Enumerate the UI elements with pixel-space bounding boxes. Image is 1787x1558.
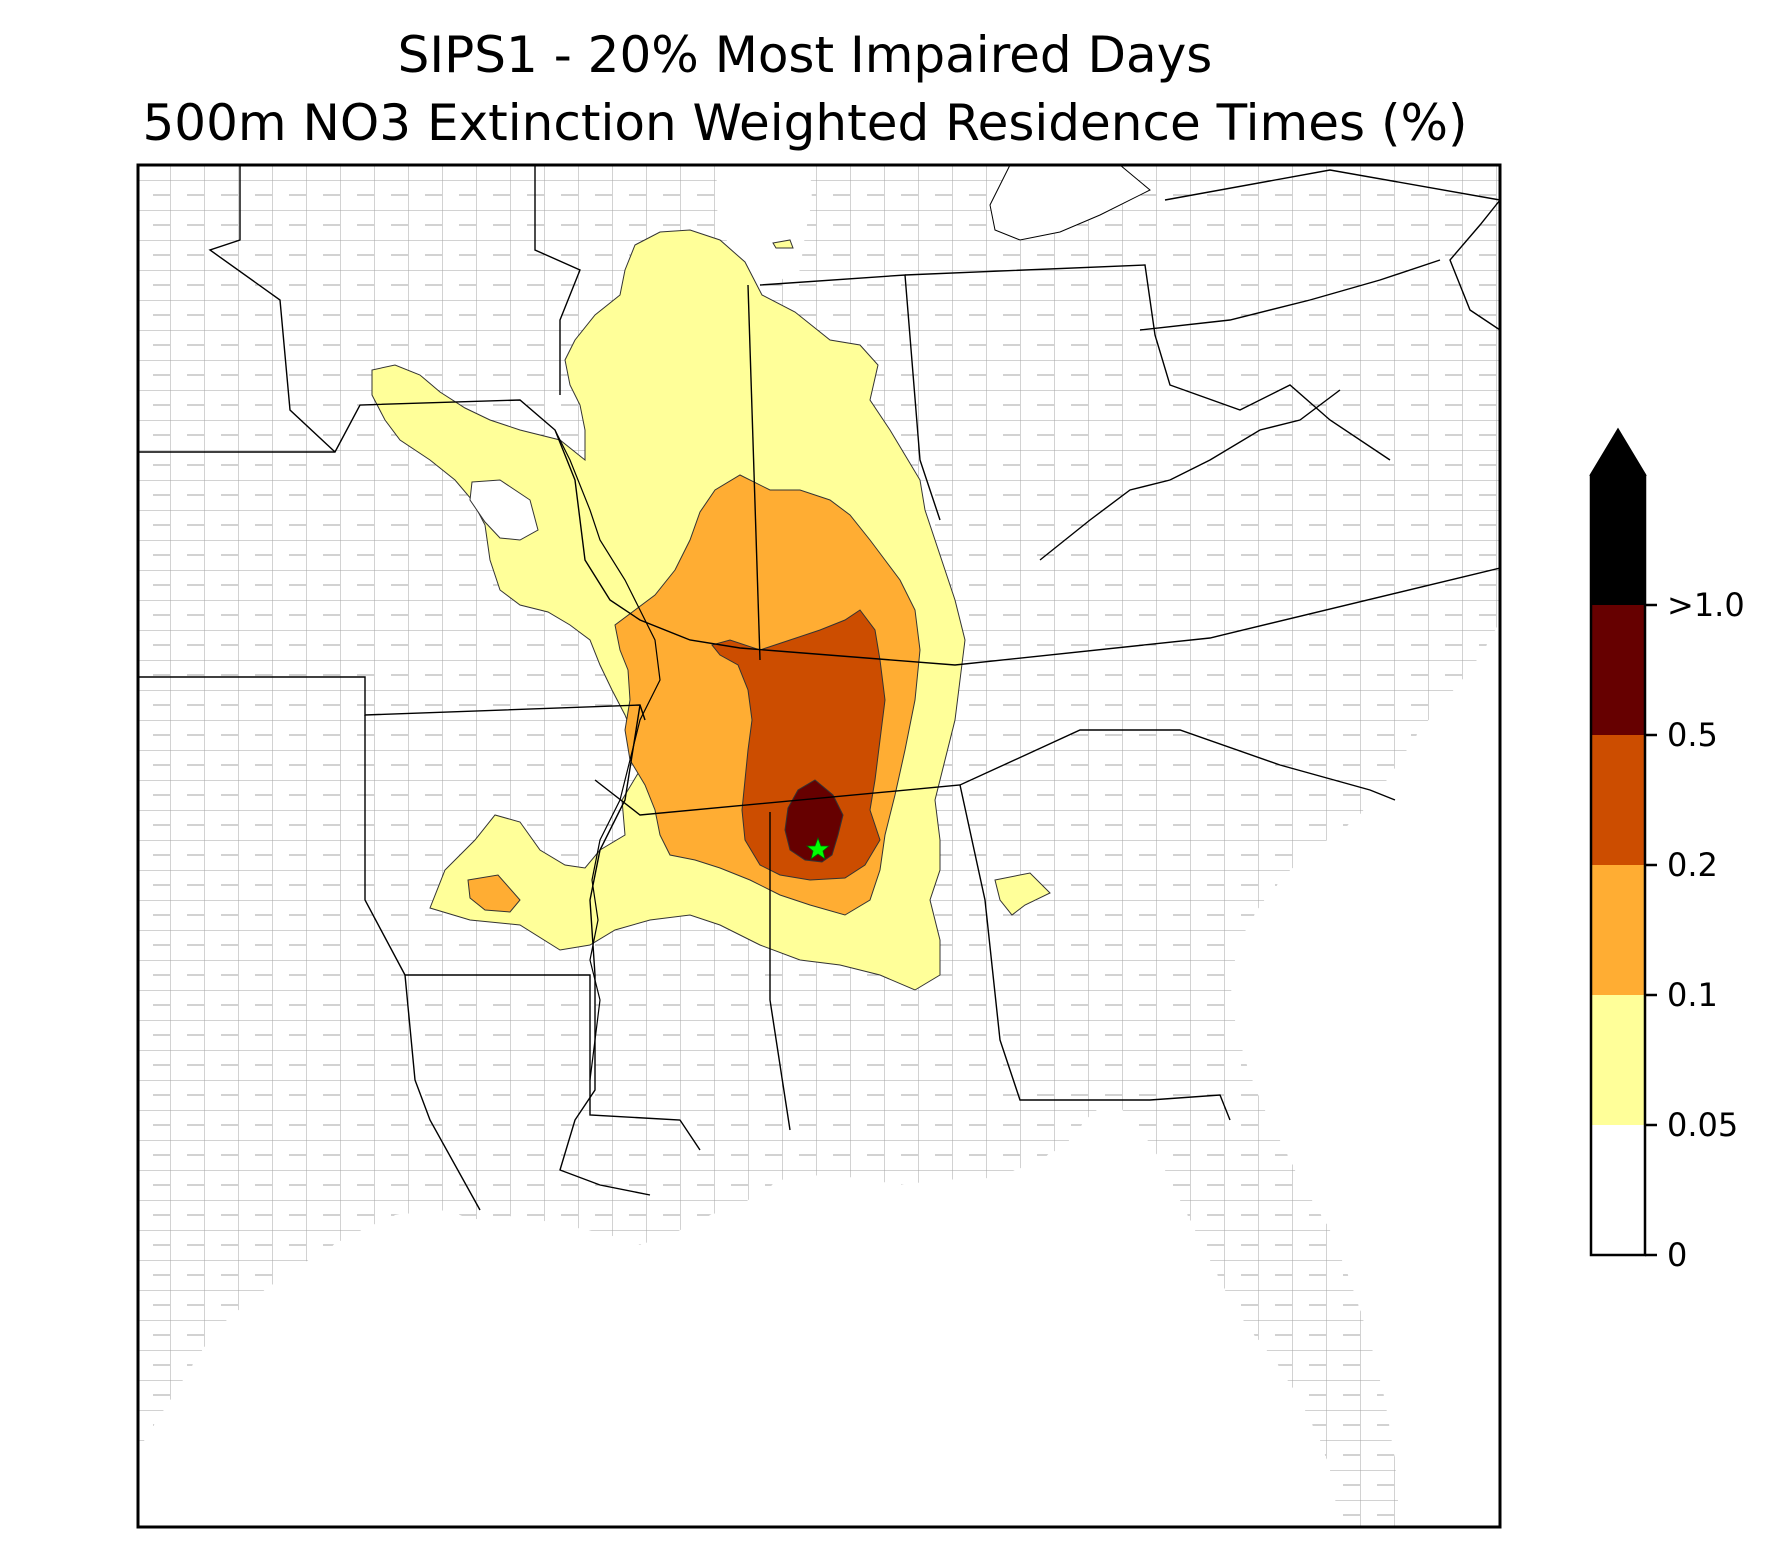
colorbar-tick-label: 0.1 bbox=[1667, 976, 1718, 1014]
state-borders bbox=[138, 165, 1500, 1211]
colorbar-bin-1 bbox=[1591, 995, 1645, 1125]
colorbar-bin-4 bbox=[1591, 605, 1645, 735]
atlantic-ocean bbox=[1230, 165, 1500, 1527]
mississippi-river bbox=[554, 429, 661, 1081]
lake-erie-huron bbox=[989, 165, 1151, 241]
colorbar-tick-label: 0.5 bbox=[1667, 716, 1718, 754]
colorbar-bin-3 bbox=[1591, 735, 1645, 865]
chart-title-line-1: SIPS1 - 20% Most Impaired Days bbox=[397, 26, 1213, 84]
colorbar-outline bbox=[1589, 427, 1647, 1257]
map-panel bbox=[138, 165, 1500, 1527]
map-frame bbox=[136, 163, 1502, 1529]
colorbar-tick-label: 0.05 bbox=[1667, 1106, 1738, 1144]
colorbar-tick-label: >1.0 bbox=[1667, 586, 1745, 624]
colorbar-extend-arrow bbox=[1589, 428, 1647, 476]
colorbar-bin-5 bbox=[1591, 475, 1645, 605]
colorbar-tick-label: 0 bbox=[1667, 1236, 1687, 1274]
gulf-of-mexico bbox=[138, 1100, 1340, 1527]
colorbar-bin-0 bbox=[1591, 1125, 1645, 1255]
receptor-star-icon bbox=[805, 836, 831, 860]
colorbar: 0 0.05 0.1 0.2 0.5 >1.0 bbox=[1589, 427, 1745, 1274]
chart-title-line-2: 500m NO3 Extinction Weighted Residence T… bbox=[142, 94, 1468, 152]
colorbar-tick-label: 0.2 bbox=[1667, 846, 1718, 884]
lake-michigan bbox=[715, 165, 812, 280]
colorbar-bin-2 bbox=[1591, 865, 1645, 995]
